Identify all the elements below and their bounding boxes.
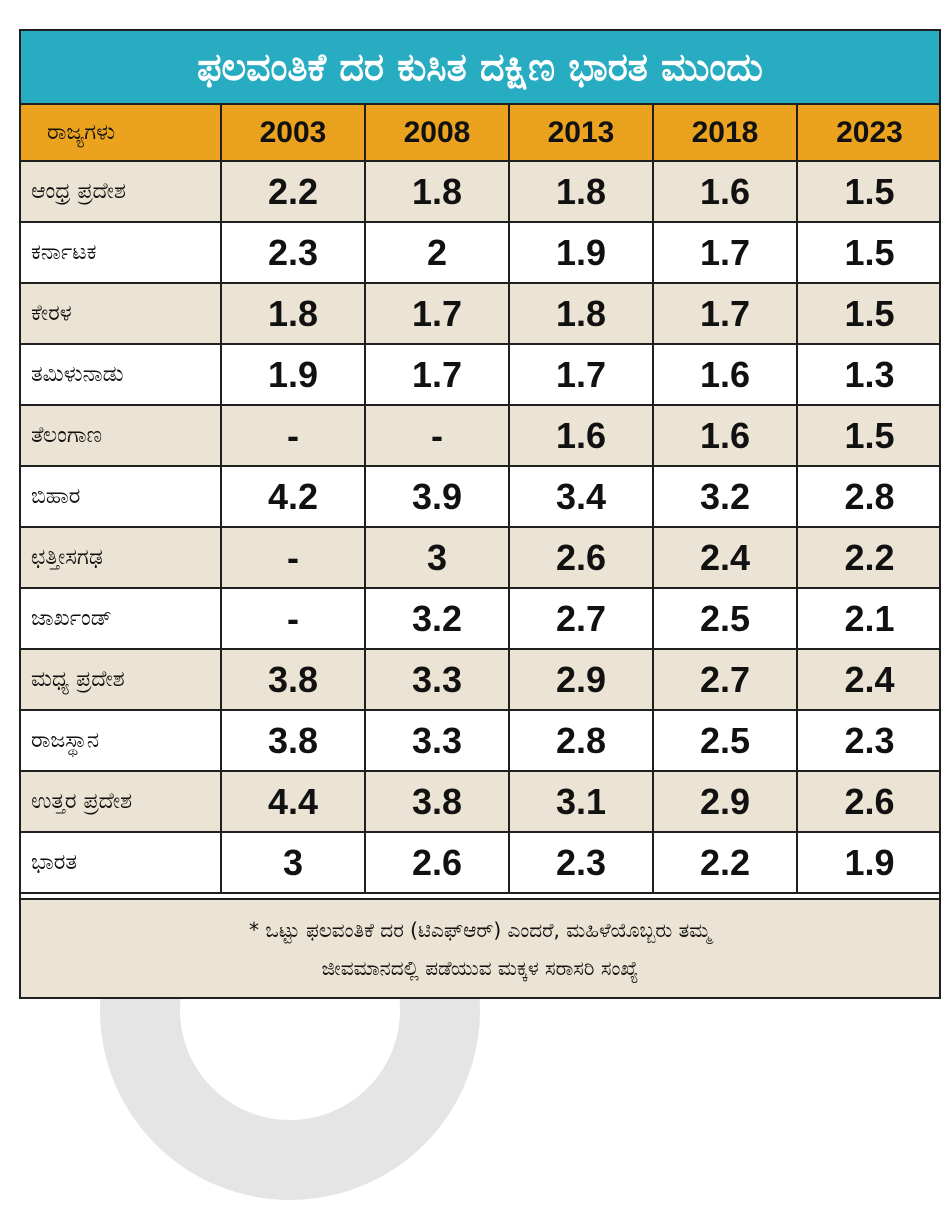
state-name-cell: ಭಾರತ bbox=[21, 831, 222, 894]
fertility-rate-cell: 1.9 bbox=[220, 343, 366, 406]
state-name-cell: ಉತ್ತರ ಪ್ರದೇಶ bbox=[21, 770, 222, 833]
fertility-rate-cell: 3.2 bbox=[652, 465, 798, 528]
state-name-cell: ಕರ್ನಾಟಕ bbox=[21, 221, 222, 284]
fertility-rate-cell: 2.9 bbox=[508, 648, 654, 711]
state-name-cell: ಛತ್ತೀಸಗಢ bbox=[21, 526, 222, 589]
fertility-rate-cell: 2 bbox=[364, 221, 510, 284]
column-header-year: 2008 bbox=[364, 105, 510, 162]
chart-title: ಫಲವಂತಿಕೆ ದರ ಕುಸಿತ ದಕ್ಷಿಣ ಭಾರತ ಮುಂದು bbox=[21, 31, 939, 105]
table-row: ಕರ್ನಾಟಕ 2.3 2 1.9 1.7 1.5 bbox=[21, 221, 939, 284]
fertility-rate-cell: 2.4 bbox=[652, 526, 798, 589]
state-name-cell: ತೆಲಂಗಾಣ bbox=[21, 404, 222, 467]
state-name-cell: ಬಿಹಾರ bbox=[21, 465, 222, 528]
fertility-rate-cell: 1.8 bbox=[220, 282, 366, 345]
fertility-rate-cell: 2.3 bbox=[220, 221, 366, 284]
fertility-rate-cell: 1.5 bbox=[796, 404, 939, 467]
fertility-rate-cell: 2.1 bbox=[796, 587, 939, 650]
fertility-rate-cell: - bbox=[220, 526, 366, 589]
fertility-rate-cell: 2.3 bbox=[508, 831, 654, 894]
fertility-rate-cell: 2.8 bbox=[796, 465, 939, 528]
column-header-year: 2018 bbox=[652, 105, 798, 162]
table-row: ಜಾರ್ಖಂಡ್ -3.2 2.7 2.5 2.1 bbox=[21, 587, 939, 650]
fertility-rate-cell: 4.2 bbox=[220, 465, 366, 528]
fertility-rate-cell: 3.4 bbox=[508, 465, 654, 528]
table-row: ಭಾರತ 3 2.6 2.3 2.2 1.9 bbox=[21, 831, 939, 894]
footnote-line-1: * ಒಟ್ಟು ಫಲವಂತಿಕೆ ದರ (ಟಿಎಫ್‌ಆರ್) ಎಂದರೆ, ಮ… bbox=[249, 917, 711, 942]
fertility-rate-cell: 3.3 bbox=[364, 709, 510, 772]
fertility-rate-cell: 2.7 bbox=[508, 587, 654, 650]
column-header-year: 2013 bbox=[508, 105, 654, 162]
fertility-rate-cell: 1.9 bbox=[508, 221, 654, 284]
state-name-cell: ತಮಿಳುನಾಡು bbox=[21, 343, 222, 406]
table-row: ತಮಿಳುನಾಡು 1.9 1.7 1.7 1.6 1.3 bbox=[21, 343, 939, 406]
fertility-rate-cell: 1.8 bbox=[508, 161, 654, 223]
state-name-cell: ಆಂಧ್ರ ಪ್ರದೇಶ bbox=[21, 161, 222, 223]
fertility-rate-cell: - bbox=[220, 587, 366, 650]
fertility-rate-cell: 3.9 bbox=[364, 465, 510, 528]
fertility-rate-cell: 2.4 bbox=[796, 648, 939, 711]
fertility-rate-cell: 1.8 bbox=[508, 282, 654, 345]
state-name-cell: ಕೇರಳ bbox=[21, 282, 222, 345]
fertility-rate-cell: 1.6 bbox=[652, 343, 798, 406]
fertility-rate-cell: 1.7 bbox=[652, 282, 798, 345]
table-row: ತೆಲಂಗಾಣ - -1.6 1.6 1.5 bbox=[21, 404, 939, 467]
fertility-rate-cell: 2.6 bbox=[508, 526, 654, 589]
fertility-rate-cell: 2.7 bbox=[652, 648, 798, 711]
table-row: ಉತ್ತರ ಪ್ರದೇಶ 4.4 3.8 3.1 2.9 2.6 bbox=[21, 770, 939, 833]
table-row: ಮಧ್ಯ ಪ್ರದೇಶ 3.8 3.3 2.9 2.7 2.4 bbox=[21, 648, 939, 711]
fertility-rate-cell: 3.8 bbox=[220, 648, 366, 711]
fertility-rate-cell: 2.6 bbox=[364, 831, 510, 894]
fertility-rate-table: ರಾಜ್ಯಗಳು 2003 2008 2013 2018 2023 ಆಂಧ್ರ ಪ್ರದ… bbox=[21, 105, 939, 894]
fertility-rate-cell: 2.5 bbox=[652, 709, 798, 772]
fertility-rate-cell: 3.1 bbox=[508, 770, 654, 833]
state-name-cell: ಜಾರ್ಖಂಡ್ bbox=[21, 587, 222, 650]
fertility-rate-cell: 1.6 bbox=[652, 161, 798, 223]
fertility-rate-cell: 2.2 bbox=[220, 161, 366, 223]
fertility-rate-cell: 1.5 bbox=[796, 221, 939, 284]
fertility-rate-cell: - bbox=[364, 404, 510, 467]
table-body: ಆಂಧ್ರ ಪ್ರದೇಶ 2.2 1.8 1.8 1.6 1.5 ಕರ್ನಾಟಕ 2.3 2 1.… bbox=[21, 161, 939, 894]
table-row: ಆಂಧ್ರ ಪ್ರದೇಶ 2.2 1.8 1.8 1.6 1.5 bbox=[21, 161, 939, 223]
fertility-rate-cell: - bbox=[220, 404, 366, 467]
fertility-rate-cell: 2.6 bbox=[796, 770, 939, 833]
fertility-rate-cell: 1.7 bbox=[508, 343, 654, 406]
fertility-rate-card: ಫಲವಂತಿಕೆ ದರ ಕುಸಿತ ದಕ್ಷಿಣ ಭಾರತ ಮುಂದು ರಾಜ್… bbox=[19, 29, 941, 999]
fertility-rate-cell: 3.3 bbox=[364, 648, 510, 711]
fertility-rate-cell: 1.3 bbox=[796, 343, 939, 406]
column-header-states: ರಾಜ್ಯಗಳು bbox=[21, 105, 222, 162]
fertility-rate-cell: 2.9 bbox=[652, 770, 798, 833]
fertility-rate-cell: 2.8 bbox=[508, 709, 654, 772]
fertility-rate-cell: 2.2 bbox=[652, 831, 798, 894]
state-name-cell: ಮಧ್ಯ ಪ್ರದೇಶ bbox=[21, 648, 222, 711]
footnote: * ಒಟ್ಟು ಫಲವಂತಿಕೆ ದರ (ಟಿಎಫ್‌ಆರ್) ಎಂದರೆ, ಮ… bbox=[21, 898, 939, 997]
table-row: ಬಿಹಾರ 4.2 3.9 3.4 3.2 2.8 bbox=[21, 465, 939, 528]
fertility-rate-cell: 1.8 bbox=[364, 161, 510, 223]
fertility-rate-cell: 1.5 bbox=[796, 161, 939, 223]
state-name-cell: ರಾಜಸ್ಥಾನ bbox=[21, 709, 222, 772]
fertility-rate-cell: 4.4 bbox=[220, 770, 366, 833]
fertility-rate-cell: 1.6 bbox=[508, 404, 654, 467]
fertility-rate-cell: 2.3 bbox=[796, 709, 939, 772]
fertility-rate-cell: 1.9 bbox=[796, 831, 939, 894]
fertility-rate-cell: 3 bbox=[364, 526, 510, 589]
fertility-rate-cell: 1.7 bbox=[364, 343, 510, 406]
fertility-rate-cell: 1.5 bbox=[796, 282, 939, 345]
table-row: ಕೇರಳ 1.8 1.7 1.8 1.7 1.5 bbox=[21, 282, 939, 345]
table-row: ರಾಜಸ್ಥಾನ 3.8 3.3 2.8 2.5 2.3 bbox=[21, 709, 939, 772]
fertility-rate-cell: 3.2 bbox=[364, 587, 510, 650]
fertility-rate-cell: 3 bbox=[220, 831, 366, 894]
fertility-rate-cell: 1.7 bbox=[652, 221, 798, 284]
fertility-rate-cell: 3.8 bbox=[220, 709, 366, 772]
footnote-line-2: ಜೀವಮಾನದಲ್ಲಿ ಪಡೆಯುವ ಮಕ್ಕಳ ಸರಾಸರಿ ಸಂಖ್ಯೆ bbox=[321, 955, 639, 980]
fertility-rate-cell: 2.5 bbox=[652, 587, 798, 650]
column-header-year: 2003 bbox=[220, 105, 366, 162]
column-header-year: 2023 bbox=[796, 105, 939, 162]
fertility-rate-cell: 3.8 bbox=[364, 770, 510, 833]
table-header-row: ರಾಜ್ಯಗಳು 2003 2008 2013 2018 2023 bbox=[21, 105, 939, 162]
table-row: ಛತ್ತೀಸಗಢ -3 2.6 2.4 2.2 bbox=[21, 526, 939, 589]
fertility-rate-cell: 2.2 bbox=[796, 526, 939, 589]
fertility-rate-cell: 1.6 bbox=[652, 404, 798, 467]
fertility-rate-cell: 1.7 bbox=[364, 282, 510, 345]
